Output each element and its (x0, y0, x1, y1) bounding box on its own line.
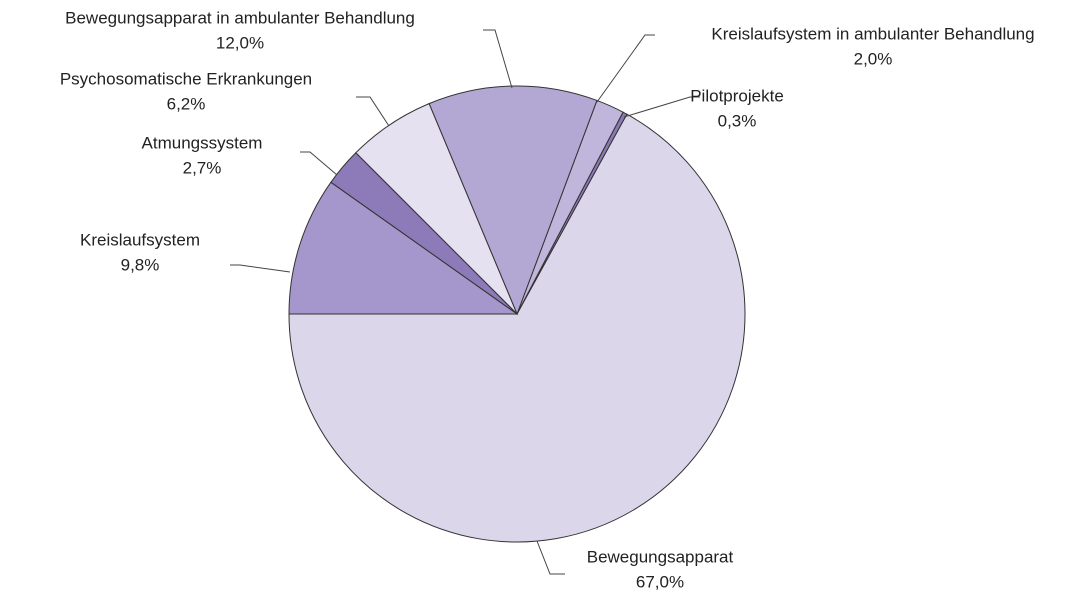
leader-line (483, 29, 513, 89)
leader-line (356, 96, 390, 127)
value-label: 12,0% (216, 33, 264, 52)
pie-slice (288, 113, 746, 543)
pie-slice (428, 85, 598, 316)
leader-line (230, 264, 291, 273)
slice-label: Kreislaufsystem (80, 230, 200, 249)
slice-label: Bewegungsapparat (587, 547, 734, 566)
leader-line (623, 96, 700, 118)
value-label: 2,0% (854, 49, 893, 68)
slice-label: Atmungssystem (142, 133, 263, 152)
pie-slice (288, 181, 519, 315)
leader-line (596, 34, 655, 103)
slice-label: Pilotprojekte (690, 86, 784, 105)
slice-label: Psychosomatische Erkrankungen (60, 69, 312, 88)
leader-line (536, 540, 565, 575)
leader-line (300, 151, 338, 176)
value-label: 0,3% (718, 111, 757, 130)
value-label: 9,8% (121, 255, 160, 274)
value-label: 6,2% (167, 94, 206, 113)
slice-label: Bewegungsapparat in ambulanter Behandlun… (65, 8, 415, 27)
slice-label: Kreislaufsystem in ambulanter Behandlung (711, 24, 1034, 43)
value-label: 2,7% (183, 158, 222, 177)
value-label: 67,0% (636, 572, 684, 591)
